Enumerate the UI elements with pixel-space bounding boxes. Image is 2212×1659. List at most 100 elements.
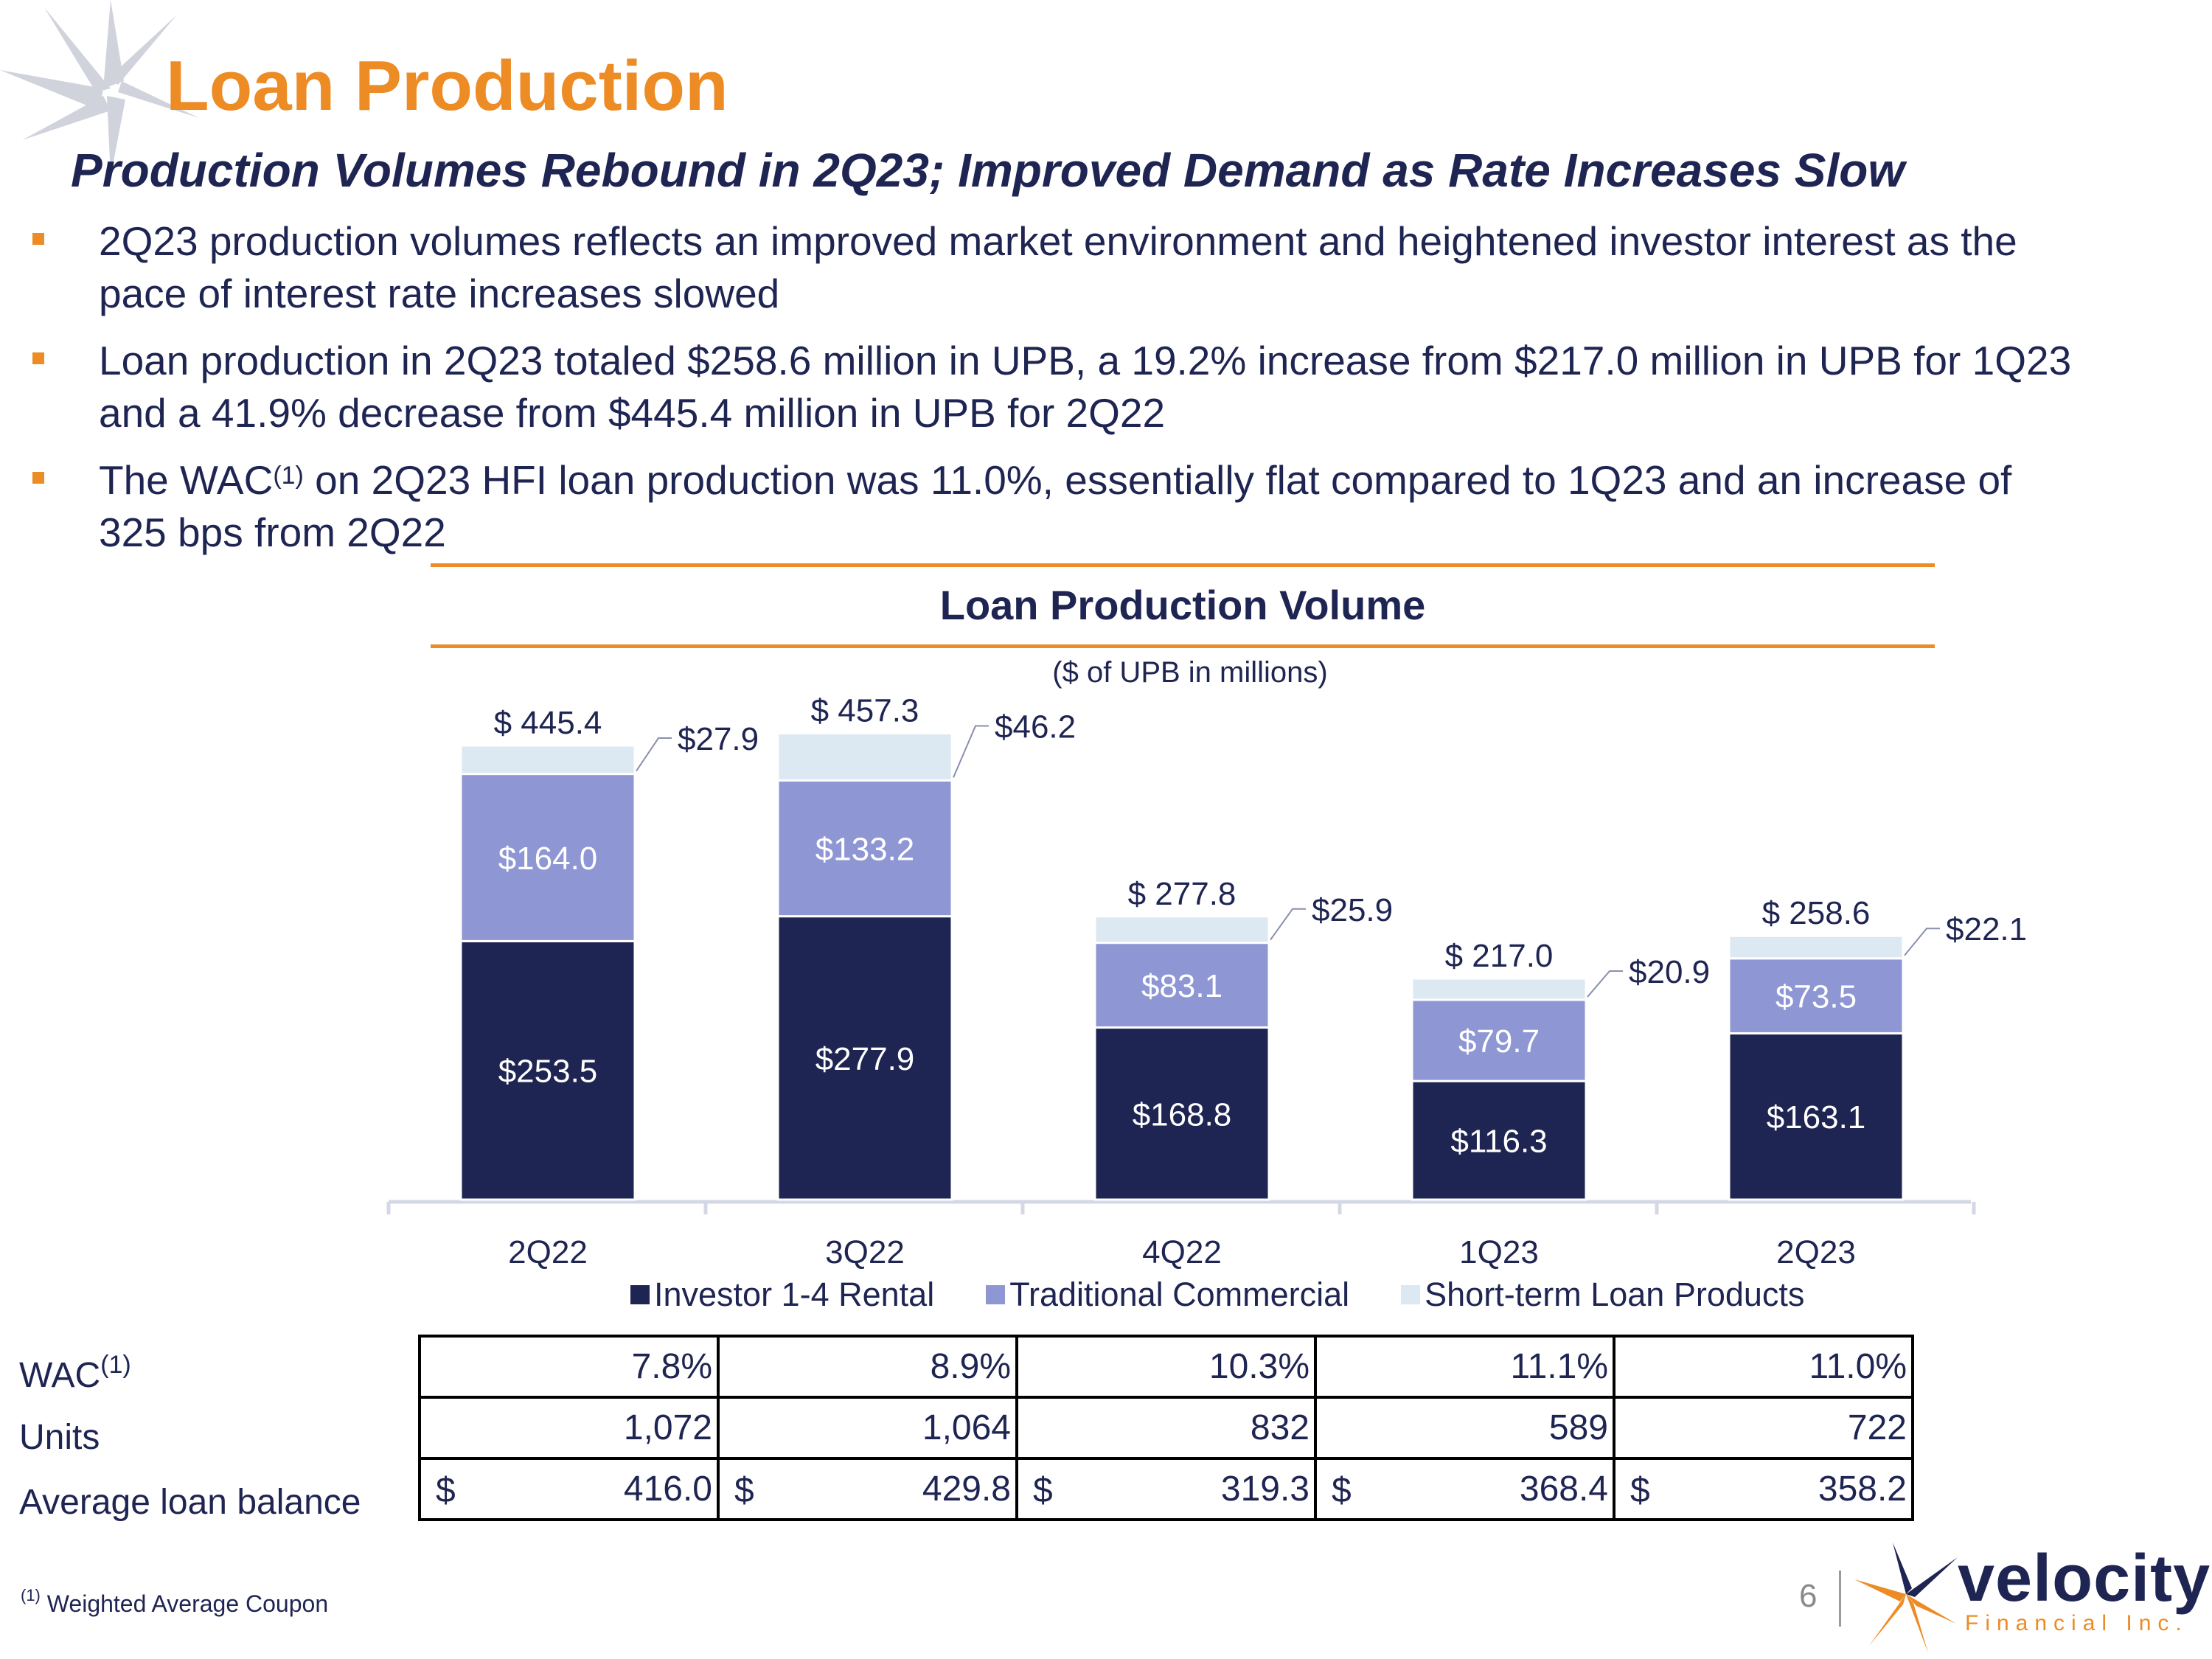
total-label: $ 445.4	[494, 705, 602, 741]
table-row-units: 1,072 1,064 832 589 722	[418, 1396, 1914, 1460]
logo-wordmark: velocity	[1958, 1542, 2211, 1615]
table-cell: 589	[1314, 1396, 1615, 1460]
category-label: 3Q22	[825, 1234, 905, 1270]
bullet-marker	[32, 352, 44, 364]
currency-symbol: $	[1332, 1471, 1352, 1510]
callout-leader	[1904, 928, 1940, 956]
total-label: $ 258.6	[1762, 895, 1871, 931]
bar-segment-3	[1093, 915, 1270, 945]
total-label: $ 217.0	[1445, 938, 1554, 974]
data-label: $168.8	[1133, 1096, 1232, 1133]
cell-value: 8.9%	[930, 1347, 1011, 1386]
total-label: $ 277.8	[1128, 876, 1237, 912]
legend-swatch	[1401, 1285, 1421, 1304]
legend-swatch	[630, 1285, 650, 1304]
table-cell: 10.3%	[1015, 1335, 1317, 1399]
row-label-units: Units	[19, 1418, 100, 1457]
bullet-3-line-1: The WAC(1) on 2Q23 HFI loan production w…	[99, 454, 2171, 507]
currency-symbol: $	[1033, 1471, 1053, 1510]
cell-value: 416.0	[623, 1470, 712, 1509]
bullet-2-line-1: Loan production in 2Q23 totaled $258.6 m…	[99, 338, 2072, 383]
chart-units: ($ of UPB in millions)	[1052, 656, 1328, 689]
chart-header-rule-bottom	[431, 644, 1935, 648]
velocity-star-logo-icon	[1854, 1543, 1958, 1653]
bullet-3-post: on 2Q23 HFI loan production was 11.0%, e…	[303, 457, 2012, 503]
legend-label: Investor 1-4 Rental	[654, 1276, 935, 1313]
footnote: (1) Weighted Average Coupon	[21, 1586, 329, 1618]
cell-value: 11.0%	[1809, 1347, 1907, 1386]
chart-title: Loan Production Volume	[939, 582, 1426, 628]
category-label: 4Q22	[1142, 1234, 1222, 1270]
stats-table: 7.8% 8.9% 10.3% 11.1% 11.0% 1,072 1,064 …	[418, 1335, 1914, 1521]
bullet-marker	[32, 233, 44, 245]
cell-value: 1,072	[623, 1408, 712, 1447]
bar-segment-1	[459, 939, 636, 1201]
table-cell: $368.4	[1314, 1457, 1615, 1521]
data-label-callout: $25.9	[1312, 892, 1393, 928]
legend-label: Traditional Commercial	[1009, 1276, 1350, 1313]
bar-segment-3	[1411, 977, 1587, 1001]
footnote-text: Weighted Average Coupon	[46, 1590, 329, 1617]
row-label-average-loan-balance: Average loan balance	[19, 1483, 361, 1522]
bullet-1: 2Q23 production volumes reflects an impr…	[32, 215, 2171, 320]
bar-segment-1	[1093, 1026, 1270, 1201]
cell-value: 589	[1548, 1408, 1608, 1447]
callout-leader	[953, 725, 989, 778]
cell-value: 10.3%	[1208, 1347, 1310, 1386]
data-label: $83.1	[1141, 968, 1222, 1004]
bar-segment-2	[1411, 998, 1587, 1082]
table-cell: 722	[1613, 1396, 1914, 1460]
total-label: $ 457.3	[811, 693, 919, 729]
bar-segment-2	[776, 779, 953, 918]
table-cell: 11.1%	[1314, 1335, 1615, 1399]
chart-legend: Investor 1-4 Rental Traditional Commerci…	[630, 1276, 1804, 1314]
cell-value: 429.8	[922, 1470, 1011, 1509]
data-label: $133.2	[815, 832, 915, 868]
bullet-3-line-2: 325 bps from 2Q22	[99, 509, 446, 555]
data-label-callout: $20.9	[1629, 954, 1710, 990]
logo-divider	[1839, 1571, 1841, 1627]
table-cell: 11.0%	[1613, 1335, 1914, 1399]
logo-subtitle: Financial Inc.	[1965, 1611, 2188, 1635]
footnote-marker: (1)	[21, 1586, 41, 1604]
bullet-2: Loan production in 2Q23 totaled $258.6 m…	[32, 335, 2171, 439]
data-label: $79.7	[1458, 1023, 1540, 1060]
stacked-bar-chart: $253.5 $164.0 $27.9 $ 445.4 2Q22 $277.9 $133.2…	[386, 693, 2027, 1270]
cell-value: 358.2	[1818, 1470, 1907, 1509]
bullet-2-line-2: and a 41.9% decrease from $445.4 million…	[99, 390, 1166, 436]
table-cell: $319.3	[1015, 1457, 1317, 1521]
legend-item-traditional-commercial: Traditional Commercial	[986, 1276, 1349, 1314]
page-number: 6	[1799, 1578, 1818, 1614]
legend-item-short-term: Short-term Loan Products	[1401, 1276, 1804, 1314]
bar-segment-1	[776, 915, 953, 1201]
legend-item-investor-rental: Investor 1-4 Rental	[630, 1276, 934, 1314]
bar-segment-3	[1728, 934, 1905, 960]
data-label-callout: $22.1	[1946, 911, 2027, 947]
bar-segment-3	[459, 744, 636, 776]
bar-segment-2	[1728, 957, 1905, 1034]
cell-value: 1,064	[922, 1408, 1011, 1447]
table-row-wac: 7.8% 8.9% 10.3% 11.1% 11.0%	[418, 1335, 1914, 1399]
table-row-average-loan-balance: $416.0 $429.8 $319.3 $368.4 $358.2	[418, 1457, 1914, 1521]
data-label: $73.5	[1775, 979, 1857, 1015]
table-cell: 1,064	[717, 1396, 1018, 1460]
bullet-1-line-1: 2Q23 production volumes reflects an impr…	[99, 218, 2017, 264]
callout-leader	[636, 737, 672, 772]
cell-value: 319.3	[1220, 1470, 1310, 1509]
legend-label: Short-term Loan Products	[1425, 1276, 1805, 1313]
table-cell: 7.8%	[418, 1335, 720, 1399]
page-title: Loan Production	[166, 46, 728, 125]
data-label: $253.5	[498, 1054, 598, 1090]
data-label: $164.0	[498, 841, 598, 877]
table-cell: 1,072	[418, 1396, 720, 1460]
bar-segment-1	[1411, 1079, 1587, 1201]
cell-value: 11.1%	[1510, 1347, 1608, 1386]
bullet-3-pre: The WAC	[99, 457, 274, 503]
table-cell: $358.2	[1613, 1457, 1914, 1521]
table-cell: 8.9%	[717, 1335, 1018, 1399]
table-cell: $416.0	[418, 1457, 720, 1521]
bar-segment-1	[1728, 1032, 1905, 1201]
row-label-wac: WAC(1)	[19, 1351, 131, 1396]
bullet-1-line-2: pace of interest rate increases slowed	[99, 271, 780, 316]
page-subtitle: Production Volumes Rebound in 2Q23; Impr…	[71, 144, 1905, 197]
